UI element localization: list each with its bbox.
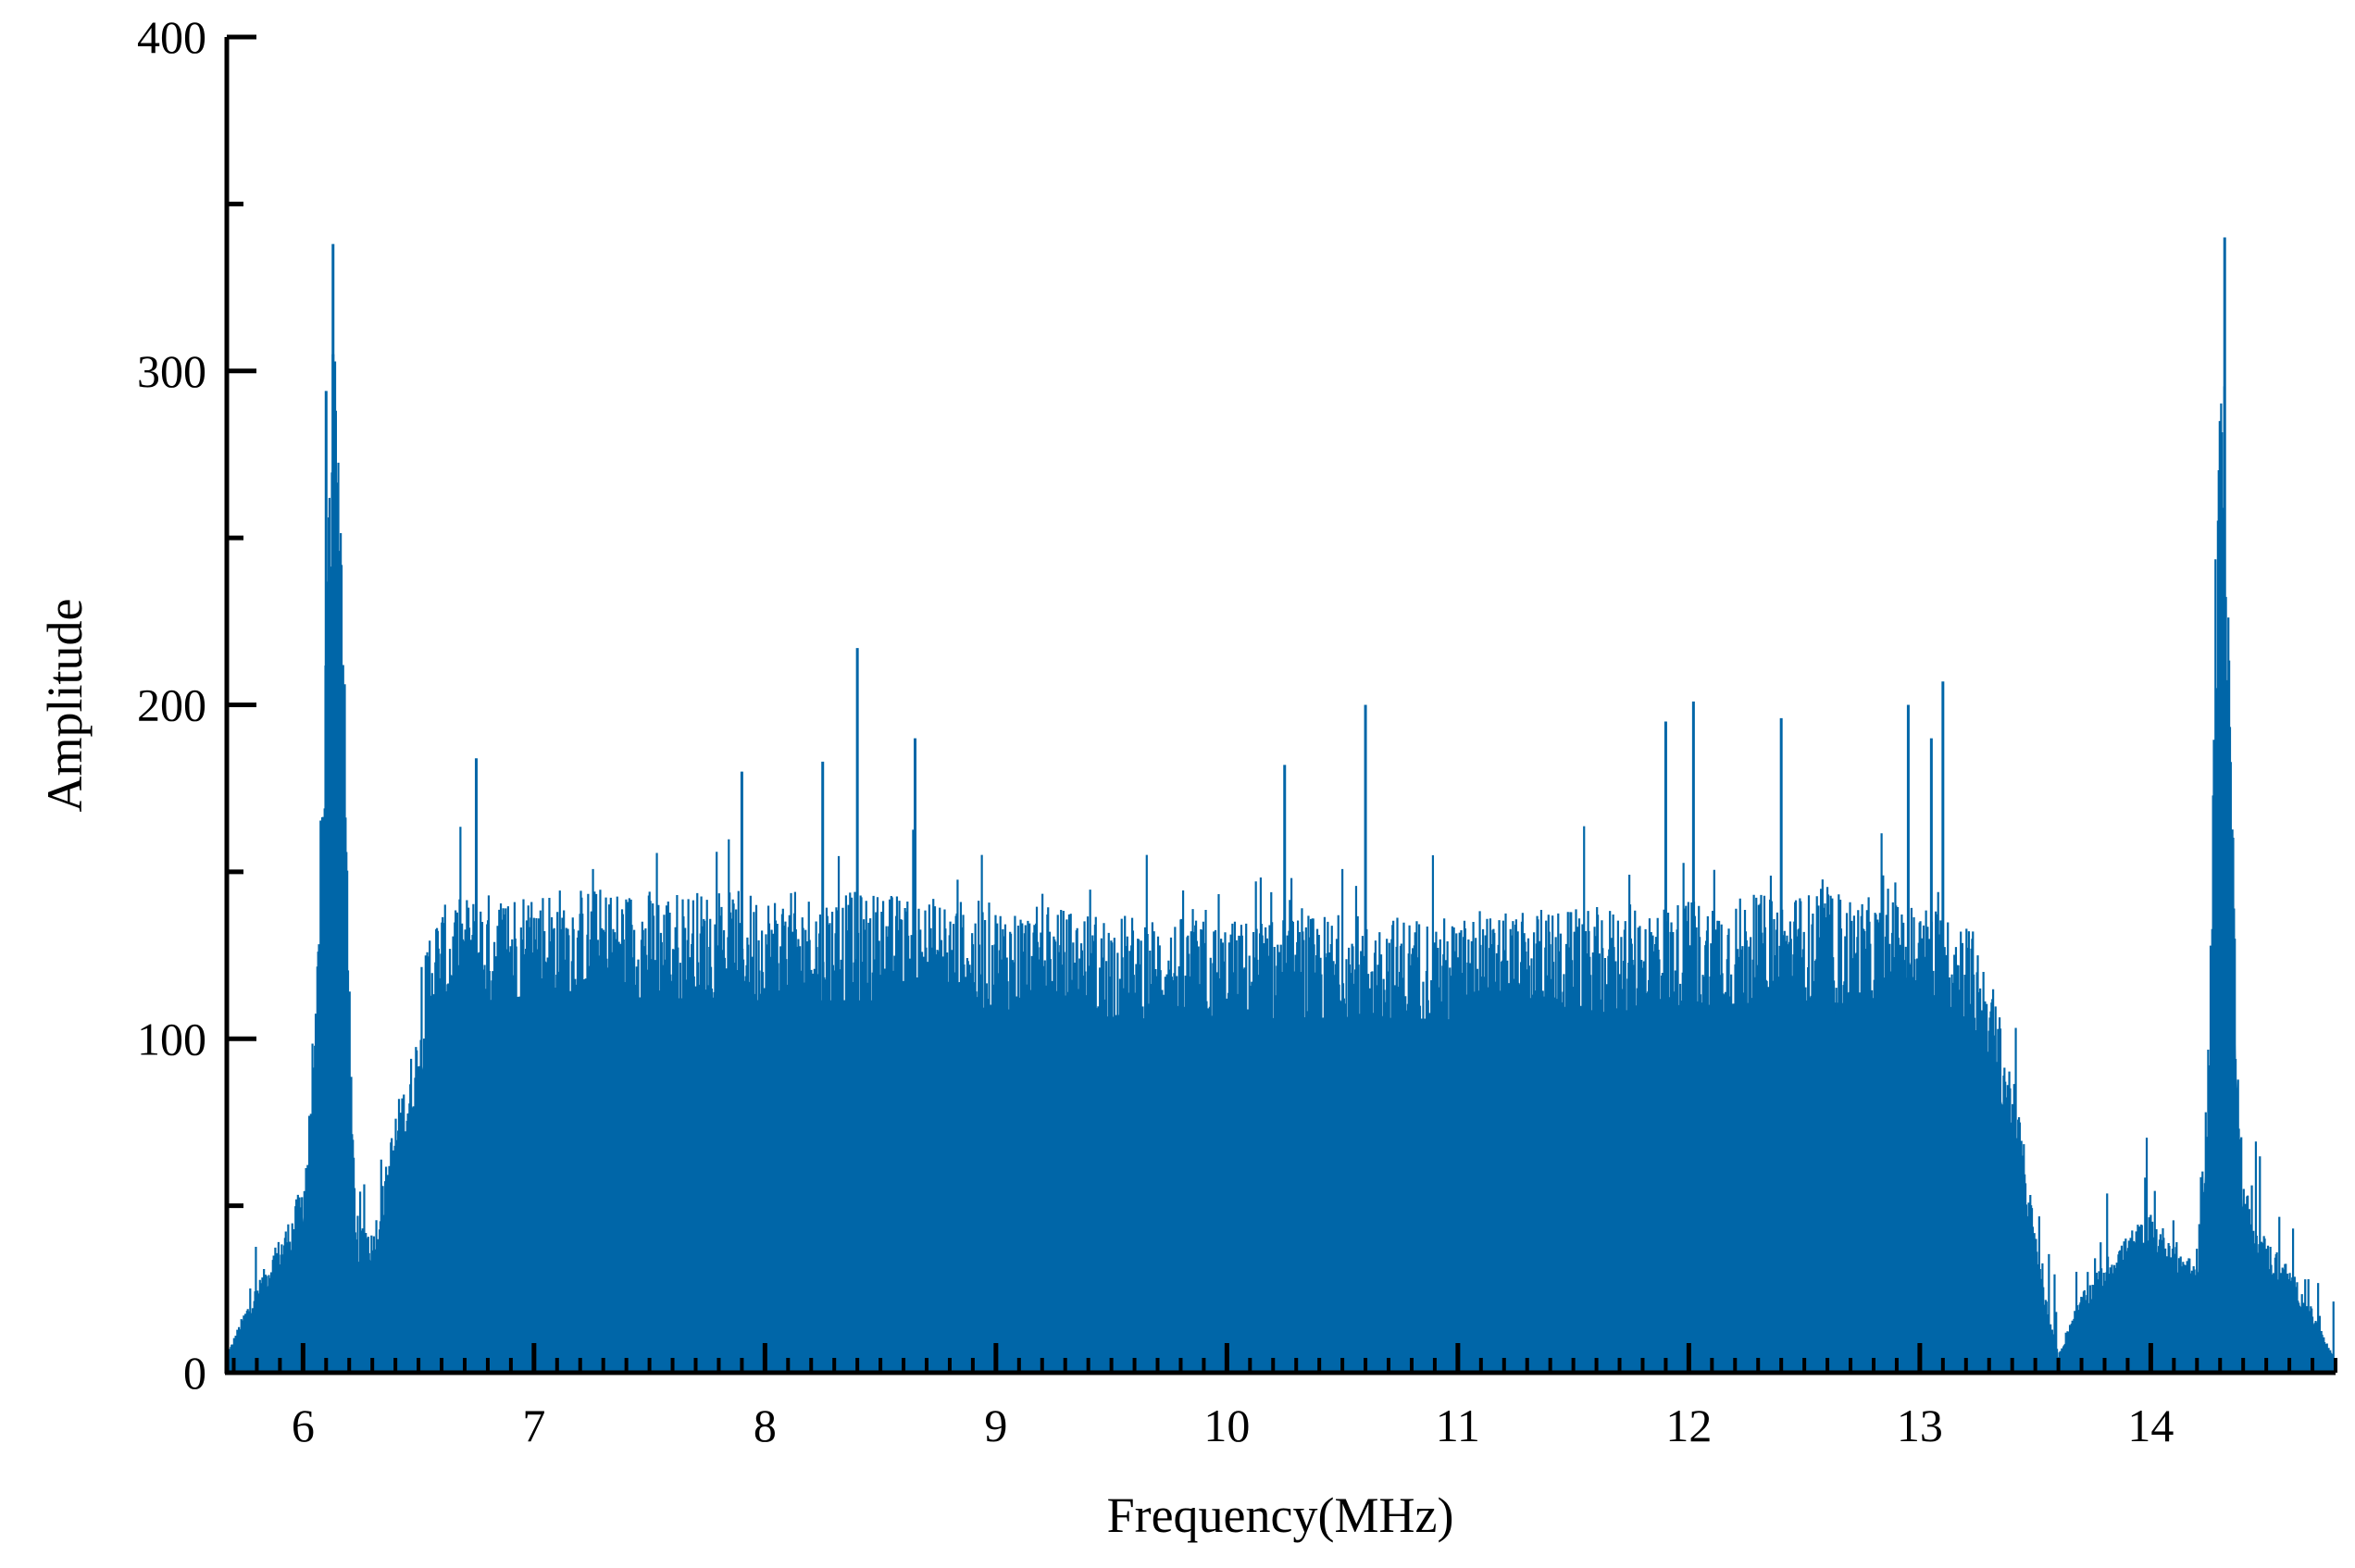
x-tick-label: 12 xyxy=(1665,1400,1712,1451)
x-tick-label: 8 xyxy=(754,1400,777,1451)
x-tick-label: 6 xyxy=(292,1400,315,1451)
ticks-layer: 0 100 200 300 400 6 7 8 9 10 11 12 13 14 xyxy=(137,11,2337,1451)
x-tick-label: 14 xyxy=(2127,1400,2174,1451)
y-tick-label: 100 xyxy=(137,1013,206,1064)
x-tick-label: 11 xyxy=(1436,1400,1480,1451)
x-axis-title: Frequency(MHz) xyxy=(1107,1487,1454,1543)
y-tick-label: 300 xyxy=(137,345,206,397)
x-tick-label: 7 xyxy=(522,1400,545,1451)
x-tick-label: 13 xyxy=(1897,1400,1943,1451)
y-axis-title: Amplitude xyxy=(37,599,93,813)
x-tick-label: 9 xyxy=(984,1400,1007,1451)
x-tick-label: 10 xyxy=(1203,1400,1250,1451)
spectrum-spikes xyxy=(225,361,2336,1373)
bars-layer xyxy=(225,237,2336,1373)
y-tick-label: 400 xyxy=(137,11,206,63)
y-tick-label: 0 xyxy=(183,1347,206,1399)
y-tick-label: 200 xyxy=(137,679,206,731)
